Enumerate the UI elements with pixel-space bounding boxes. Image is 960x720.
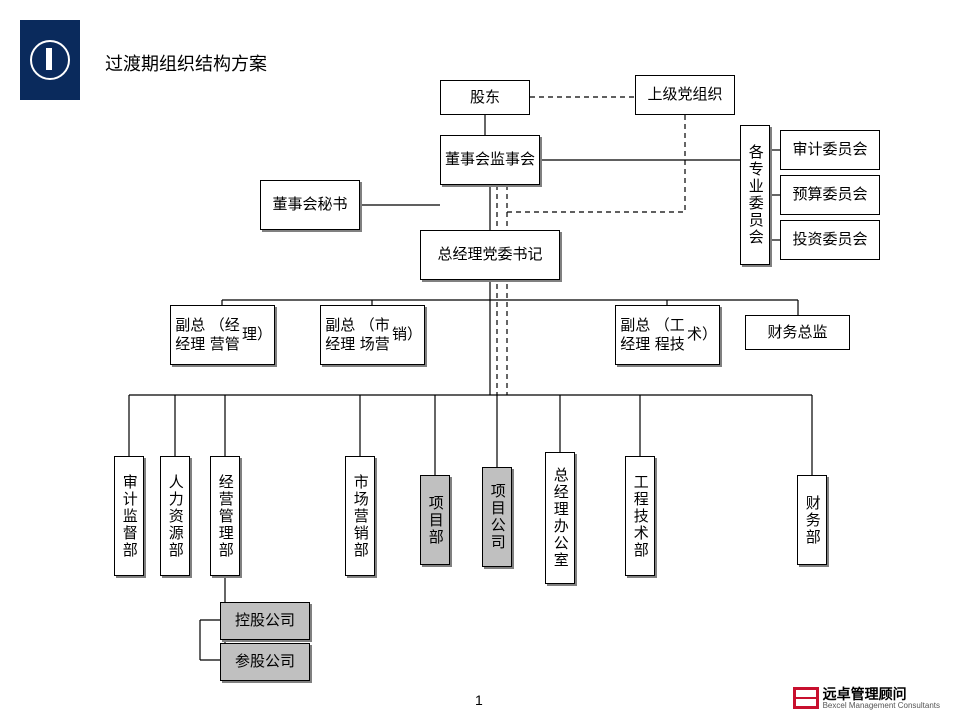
footer-icon	[793, 687, 819, 709]
company-logo	[20, 20, 80, 100]
node-boardSecretary: 董事会秘书	[260, 180, 360, 230]
node-board: 董事会监事会	[440, 135, 540, 185]
node-mktDept: 市场营销部	[345, 456, 375, 576]
node-gm: 总经理党委书记	[420, 230, 560, 280]
node-dgmMkt: 副总经理（市场营销）	[320, 305, 425, 365]
node-engDept: 工程技术部	[625, 456, 655, 576]
node-shareholders: 股东	[440, 80, 530, 115]
node-opsDept: 经营管理部	[210, 456, 240, 576]
node-gmOffice: 总经理办公室	[545, 452, 575, 584]
node-upperParty: 上级党组织	[635, 75, 735, 115]
footer-company-en: Bexcel Management Consultants	[823, 702, 940, 710]
node-holdingCo: 控股公司	[220, 602, 310, 640]
node-dgmOps: 副总经理（经营管理）	[170, 305, 275, 365]
footer-logo: 远卓管理顾问 Bexcel Management Consultants	[793, 687, 940, 710]
node-dgmEng: 副总经理（工程技术）	[615, 305, 720, 365]
node-committees: 各专业委员会	[740, 125, 770, 265]
node-budgetCommittee: 预算委员会	[780, 175, 880, 215]
node-cfo: 财务总监	[745, 315, 850, 350]
footer-company-cn: 远卓管理顾问	[823, 687, 940, 702]
node-projDept: 项目部	[420, 475, 450, 565]
node-projCompany: 项目公司	[482, 467, 512, 567]
node-finDept: 财务部	[797, 475, 827, 565]
page-number: 1	[475, 692, 483, 708]
page-title: 过渡期组织结构方案	[105, 50, 267, 76]
node-auditDept: 审计监督部	[114, 456, 144, 576]
node-investCommittee: 投资委员会	[780, 220, 880, 260]
node-hrDept: 人力资源部	[160, 456, 190, 576]
node-auditCommittee: 审计委员会	[780, 130, 880, 170]
node-assocCo: 参股公司	[220, 643, 310, 681]
